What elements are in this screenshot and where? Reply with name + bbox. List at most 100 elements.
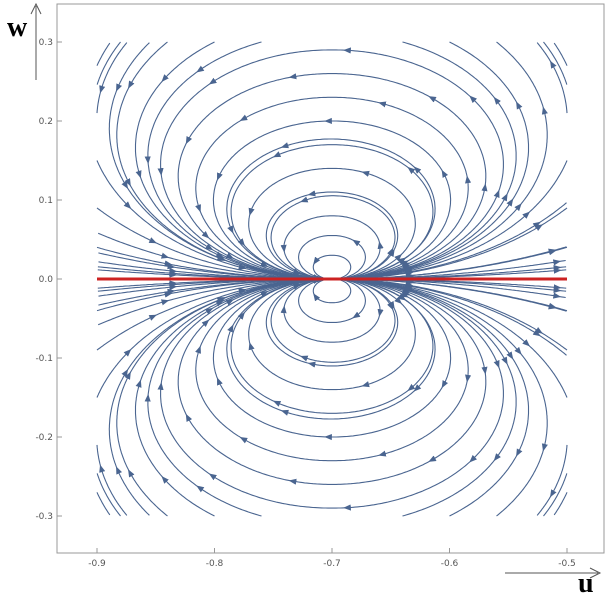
stream-arrow — [161, 74, 169, 83]
stream-arrow — [516, 101, 523, 110]
stream-arrow — [225, 299, 234, 306]
stream-arrow — [128, 80, 135, 89]
stream-arrow — [208, 473, 217, 481]
stream-arrow — [239, 114, 248, 122]
stream-arrow — [99, 464, 106, 473]
stream-arrow — [135, 170, 142, 179]
stream-arrow — [161, 475, 169, 484]
stream-arrow — [124, 371, 131, 380]
stream-arrow — [201, 230, 210, 239]
stream-arrow — [123, 201, 132, 209]
stream-arrow — [160, 252, 170, 259]
streamline — [298, 278, 366, 323]
stream-arrow — [164, 260, 173, 267]
stream-arrow — [167, 263, 176, 270]
stream-arrow — [516, 448, 523, 457]
streamline — [536, 42, 568, 114]
u-axis-arrowhead — [589, 567, 602, 579]
stream-arrow — [506, 198, 514, 207]
streamline — [248, 278, 416, 391]
streamline — [335, 278, 517, 517]
stream-arrow — [548, 248, 557, 255]
stream-arrow — [217, 172, 223, 181]
stream-arrow — [128, 469, 135, 478]
stream-arrow — [238, 263, 247, 270]
stream-arrow — [124, 178, 131, 187]
streamline — [96, 160, 330, 280]
y-tick-label: -0.3 — [35, 512, 53, 522]
stream-arrow — [514, 346, 522, 355]
streamline — [335, 278, 548, 517]
y-tick-label: 0.2 — [39, 117, 53, 127]
stream-arrow — [205, 243, 214, 251]
stream-arrow — [300, 196, 309, 203]
stream-arrow — [405, 282, 414, 289]
stream-arrow — [248, 342, 255, 351]
stream-arrow — [405, 267, 414, 274]
x-ticks: -0.9 -0.8 -0.7 -0.6 -0.5 — [88, 548, 576, 569]
stream-arrow — [377, 308, 384, 317]
stream-arrow — [116, 466, 123, 475]
stream-arrow — [550, 489, 557, 498]
streamline — [543, 41, 568, 85]
stream-arrow — [394, 253, 403, 262]
stream-arrow — [407, 383, 416, 392]
stream-arrow — [239, 436, 248, 444]
streamline — [270, 278, 396, 363]
stream-arrow — [361, 381, 370, 388]
streamline — [553, 42, 568, 66]
stream-arrow — [522, 339, 531, 347]
streamline — [270, 195, 396, 280]
stream-arrow — [225, 252, 234, 259]
stream-arrow — [201, 319, 210, 328]
stream-arrow — [394, 296, 403, 305]
y-tick-label: 0.3 — [39, 38, 53, 48]
stream-arrow — [313, 256, 321, 265]
y-tick-label: -0.2 — [35, 433, 53, 443]
streamline — [536, 444, 568, 516]
stream-arrow — [208, 77, 217, 85]
streamline — [226, 138, 436, 280]
stream-arrow — [148, 314, 157, 321]
stream-arrow — [352, 239, 361, 247]
streamline — [96, 492, 111, 516]
stream-arrow — [272, 400, 282, 407]
streamline — [195, 96, 469, 280]
x-tick-label: -0.9 — [88, 559, 106, 569]
streamline — [312, 278, 352, 304]
stream-arrow — [387, 302, 394, 311]
y-axis-title: w — [7, 12, 28, 43]
streamline — [335, 41, 517, 280]
streamline — [147, 41, 329, 280]
streamline — [134, 41, 331, 280]
stream-arrow — [227, 324, 234, 333]
stream-arrow — [215, 251, 224, 258]
stream-arrow — [195, 345, 201, 354]
streamline — [96, 473, 121, 517]
stream-arrow — [550, 60, 557, 69]
stream-arrow — [307, 361, 316, 368]
stream-arrow — [196, 485, 205, 493]
stream-arrow — [292, 268, 301, 275]
stream-arrow — [99, 85, 106, 94]
stream-arrow — [397, 257, 406, 265]
stream-arrow — [116, 83, 123, 92]
streamline — [147, 278, 329, 517]
streamline — [212, 120, 452, 280]
x-tick-label: -0.7 — [323, 559, 341, 569]
stream-arrow — [185, 136, 193, 145]
stream-arrow — [205, 307, 214, 315]
stream-arrow — [216, 297, 226, 304]
stream-arrow — [493, 96, 501, 105]
streamline — [553, 492, 568, 516]
streamline — [96, 278, 329, 351]
x-tick-label: -0.5 — [558, 559, 576, 569]
stream-arrow — [288, 73, 297, 80]
stream-arrow — [280, 142, 290, 149]
stream-arrow — [541, 443, 548, 452]
streamline — [134, 278, 331, 517]
stream-arrow — [501, 356, 508, 365]
stream-arrow — [532, 329, 541, 337]
streamline — [335, 41, 548, 280]
